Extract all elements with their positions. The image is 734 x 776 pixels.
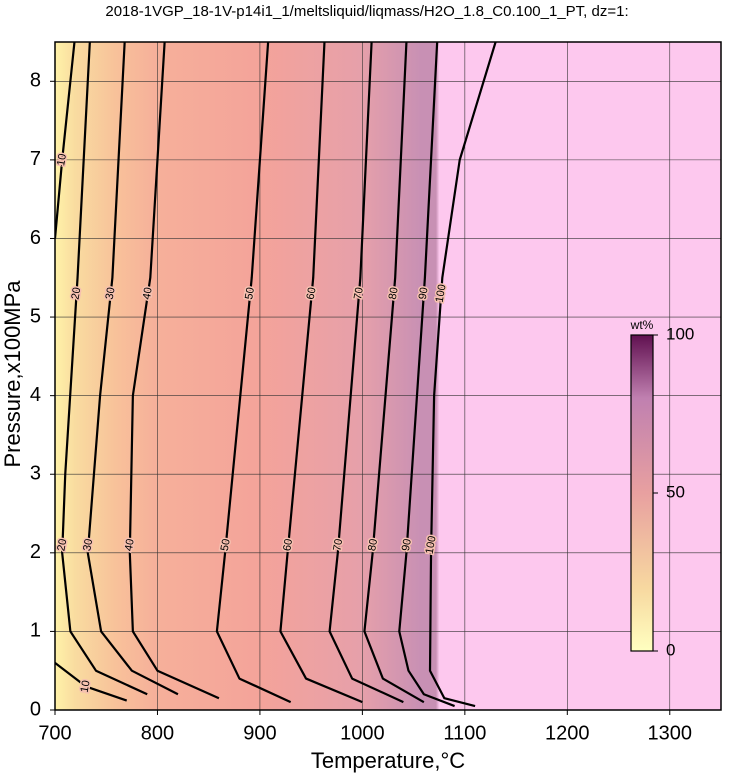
contour-line: [215, 42, 292, 704]
contour-label: 20: [55, 538, 69, 552]
contour-label: 40: [141, 286, 155, 300]
contour-line: [86, 42, 179, 696]
colorbar: [630, 334, 654, 652]
chart-title: 2018-1VGP_18-1V-p14i1_1/meltsliquid/liqm…: [105, 3, 628, 20]
x-tick-label: 900: [243, 722, 276, 744]
contour-label: 80: [366, 538, 380, 552]
contour-label: 90: [417, 286, 431, 300]
contour-label: 50: [219, 538, 233, 552]
y-tick-label: 0: [30, 698, 41, 720]
contour-line: [328, 42, 404, 704]
y-tick-label: 3: [30, 463, 41, 485]
contour-label: 30: [104, 286, 118, 300]
colorbar-tick-label: 50: [666, 482, 685, 501]
contour-line: [61, 42, 148, 696]
contour-line: [428, 42, 497, 708]
contour-label: 30: [81, 538, 95, 552]
contour-label: 90: [400, 538, 414, 552]
contour-label: 10: [55, 153, 69, 167]
x-tick-label: 1000: [340, 722, 385, 744]
contour-label: 50: [243, 286, 257, 300]
contour-line: [398, 42, 455, 708]
contour-line: [279, 42, 363, 704]
contour-label: 70: [331, 538, 345, 552]
contour-line: [128, 42, 220, 700]
y-tick-label: 8: [30, 70, 41, 92]
colorbar-tick-label: 100: [666, 324, 694, 343]
y-tick-label: 6: [30, 227, 41, 249]
x-tick-label: 1200: [545, 722, 590, 744]
contour-label: 20: [69, 286, 83, 300]
y-tick-label: 2: [30, 541, 41, 563]
y-tick-label: 5: [30, 305, 41, 327]
contour-label: 70: [352, 286, 366, 300]
x-tick-label: 1300: [648, 722, 693, 744]
y-tick-label: 7: [30, 148, 41, 170]
contour-label: 40: [123, 538, 137, 552]
contour-line: [363, 42, 425, 704]
contour-label: 100: [424, 535, 439, 555]
y-tick-label: 1: [30, 620, 41, 642]
contour-label: 80: [387, 286, 401, 300]
x-axis-label: Temperature,°C: [311, 748, 465, 773]
contours: [55, 42, 497, 708]
x-tick-label: 700: [38, 722, 71, 744]
contour-label: 10: [79, 679, 93, 693]
colorbar-label: wt%: [630, 318, 654, 332]
contour-label: 60: [305, 286, 319, 300]
x-tick-label: 1100: [443, 722, 486, 744]
contour-label: 100: [434, 283, 449, 303]
y-axis-label: Pressure,x100MPa: [0, 280, 25, 468]
x-tick-label: 800: [141, 722, 174, 744]
contour-label: 60: [281, 538, 295, 552]
plot-frame: [54, 41, 722, 711]
contour-line: [55, 42, 128, 702]
y-tick-label: 4: [30, 384, 41, 406]
colorbar-tick-label: 0: [666, 640, 675, 659]
